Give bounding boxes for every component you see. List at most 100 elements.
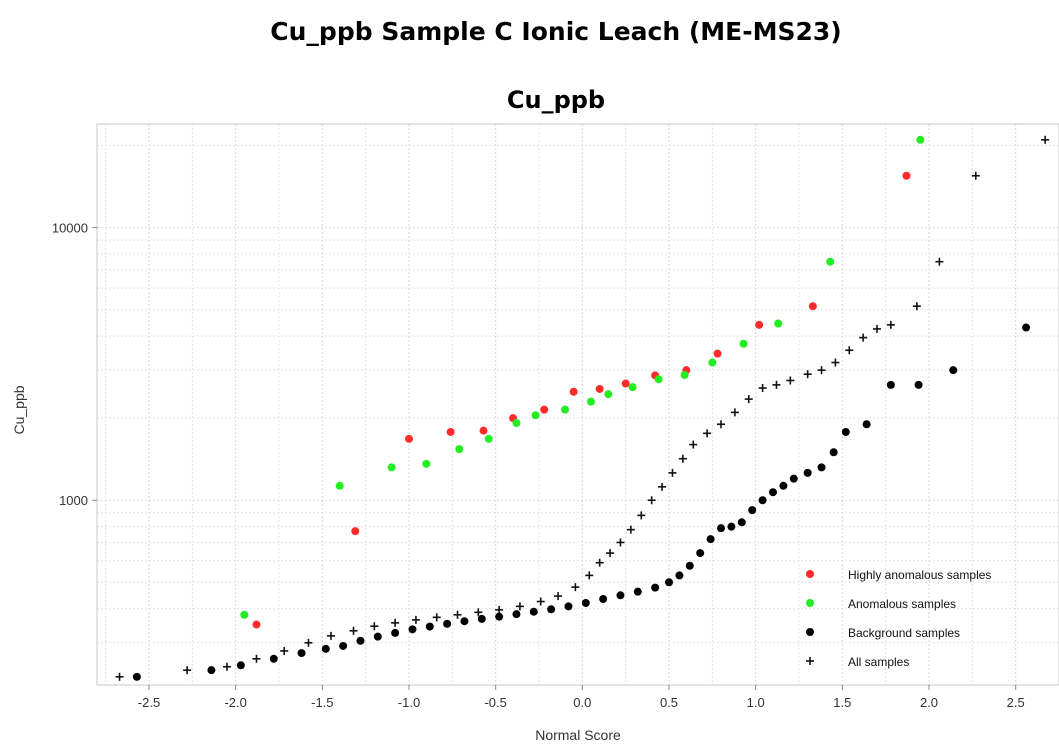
legend-marker (806, 657, 814, 665)
data-point (916, 135, 925, 144)
data-point (779, 481, 788, 490)
data-point (713, 349, 722, 358)
data-point (808, 302, 817, 311)
x-tick-label: -2.0 (224, 695, 246, 710)
x-tick-label: 1.0 (747, 695, 765, 710)
x-tick-label: 2.5 (1007, 695, 1025, 710)
data-point (529, 607, 538, 616)
data-point (115, 672, 124, 681)
legend-label: All samples (848, 655, 909, 669)
data-point (554, 592, 563, 601)
data-point (744, 395, 753, 404)
data-point (595, 384, 604, 393)
legend: Highly anomalous samples Anomalous sample… (806, 568, 991, 669)
data-point (831, 358, 840, 367)
data-point (696, 549, 705, 558)
data-point (335, 481, 344, 490)
data-point (183, 666, 192, 675)
data-point (446, 427, 455, 436)
data-point (755, 320, 764, 329)
data-point (460, 617, 469, 626)
data-point (484, 434, 493, 443)
data-point (512, 419, 521, 428)
data-point (356, 636, 365, 645)
legend-label: Highly anomalous samples (848, 568, 991, 582)
x-tick-label: -0.5 (484, 695, 506, 710)
data-point (621, 379, 630, 388)
data-point (304, 638, 313, 647)
data-point (236, 661, 245, 670)
data-point (373, 632, 382, 641)
data-point (411, 615, 420, 624)
data-point (949, 366, 958, 375)
data-point (1041, 135, 1050, 144)
data-point (685, 561, 694, 570)
x-axis-label: Normal Score (535, 727, 621, 743)
data-point (772, 380, 781, 389)
x-tick-label: -1.5 (311, 695, 333, 710)
data-point (841, 427, 850, 436)
data-point (680, 371, 689, 380)
data-point (422, 459, 431, 468)
data-point (829, 448, 838, 457)
data-point (223, 662, 231, 671)
data-point (737, 518, 746, 527)
legend-marker (806, 570, 814, 578)
x-tick-label: -1.0 (398, 695, 420, 710)
data-point (351, 527, 360, 536)
data-point (569, 387, 578, 396)
y-tick-label: 1000 (59, 493, 88, 508)
data-point (408, 625, 417, 634)
data-point (651, 583, 660, 592)
data-point (515, 602, 524, 611)
data-point (845, 346, 854, 355)
x-tick-label: 0.0 (573, 695, 591, 710)
data-point (321, 644, 330, 653)
data-point (817, 366, 826, 375)
data-point (512, 610, 521, 619)
data-point (717, 524, 725, 533)
data-point (252, 620, 261, 629)
data-point (564, 602, 573, 611)
series-2 (132, 323, 1031, 681)
data-point (769, 488, 777, 497)
data-point (902, 171, 911, 180)
data-point (339, 641, 348, 650)
data-point (252, 654, 261, 663)
data-point (935, 257, 944, 266)
data-point (455, 445, 464, 454)
data-point (708, 358, 717, 367)
data-point (675, 571, 684, 580)
data-point (628, 383, 637, 392)
legend-label: Anomalous samples (848, 597, 956, 611)
data-point (280, 646, 289, 655)
data-point (637, 511, 646, 520)
data-point (477, 614, 486, 623)
data-point (886, 320, 895, 329)
data-point (561, 405, 569, 414)
data-point (658, 482, 667, 491)
data-point (595, 558, 604, 567)
data-point (571, 583, 580, 592)
data-point (453, 610, 462, 619)
data-point (391, 628, 400, 637)
data-point (132, 672, 141, 681)
data-point (599, 595, 608, 604)
series-1 (240, 135, 925, 619)
series-3 (115, 135, 1050, 681)
data-point (269, 654, 278, 663)
data-point (327, 631, 335, 640)
x-tick-label: 0.5 (660, 695, 678, 710)
tick-layer: -2.5 -2.0 -1.5 -1.0 -0.5 0.0 0.5 1.0 1.5 2.0 2.5 10… (52, 221, 1025, 710)
x-tick-label: 2.0 (920, 695, 938, 710)
data-point (626, 525, 635, 534)
data-point (706, 535, 715, 544)
data-point (495, 612, 504, 621)
data-point (758, 496, 767, 505)
data-point (803, 468, 812, 477)
x-tick-label: 1.5 (833, 695, 851, 710)
legend-label: Background samples (848, 626, 960, 640)
data-point (616, 538, 625, 547)
data-point (432, 613, 441, 622)
